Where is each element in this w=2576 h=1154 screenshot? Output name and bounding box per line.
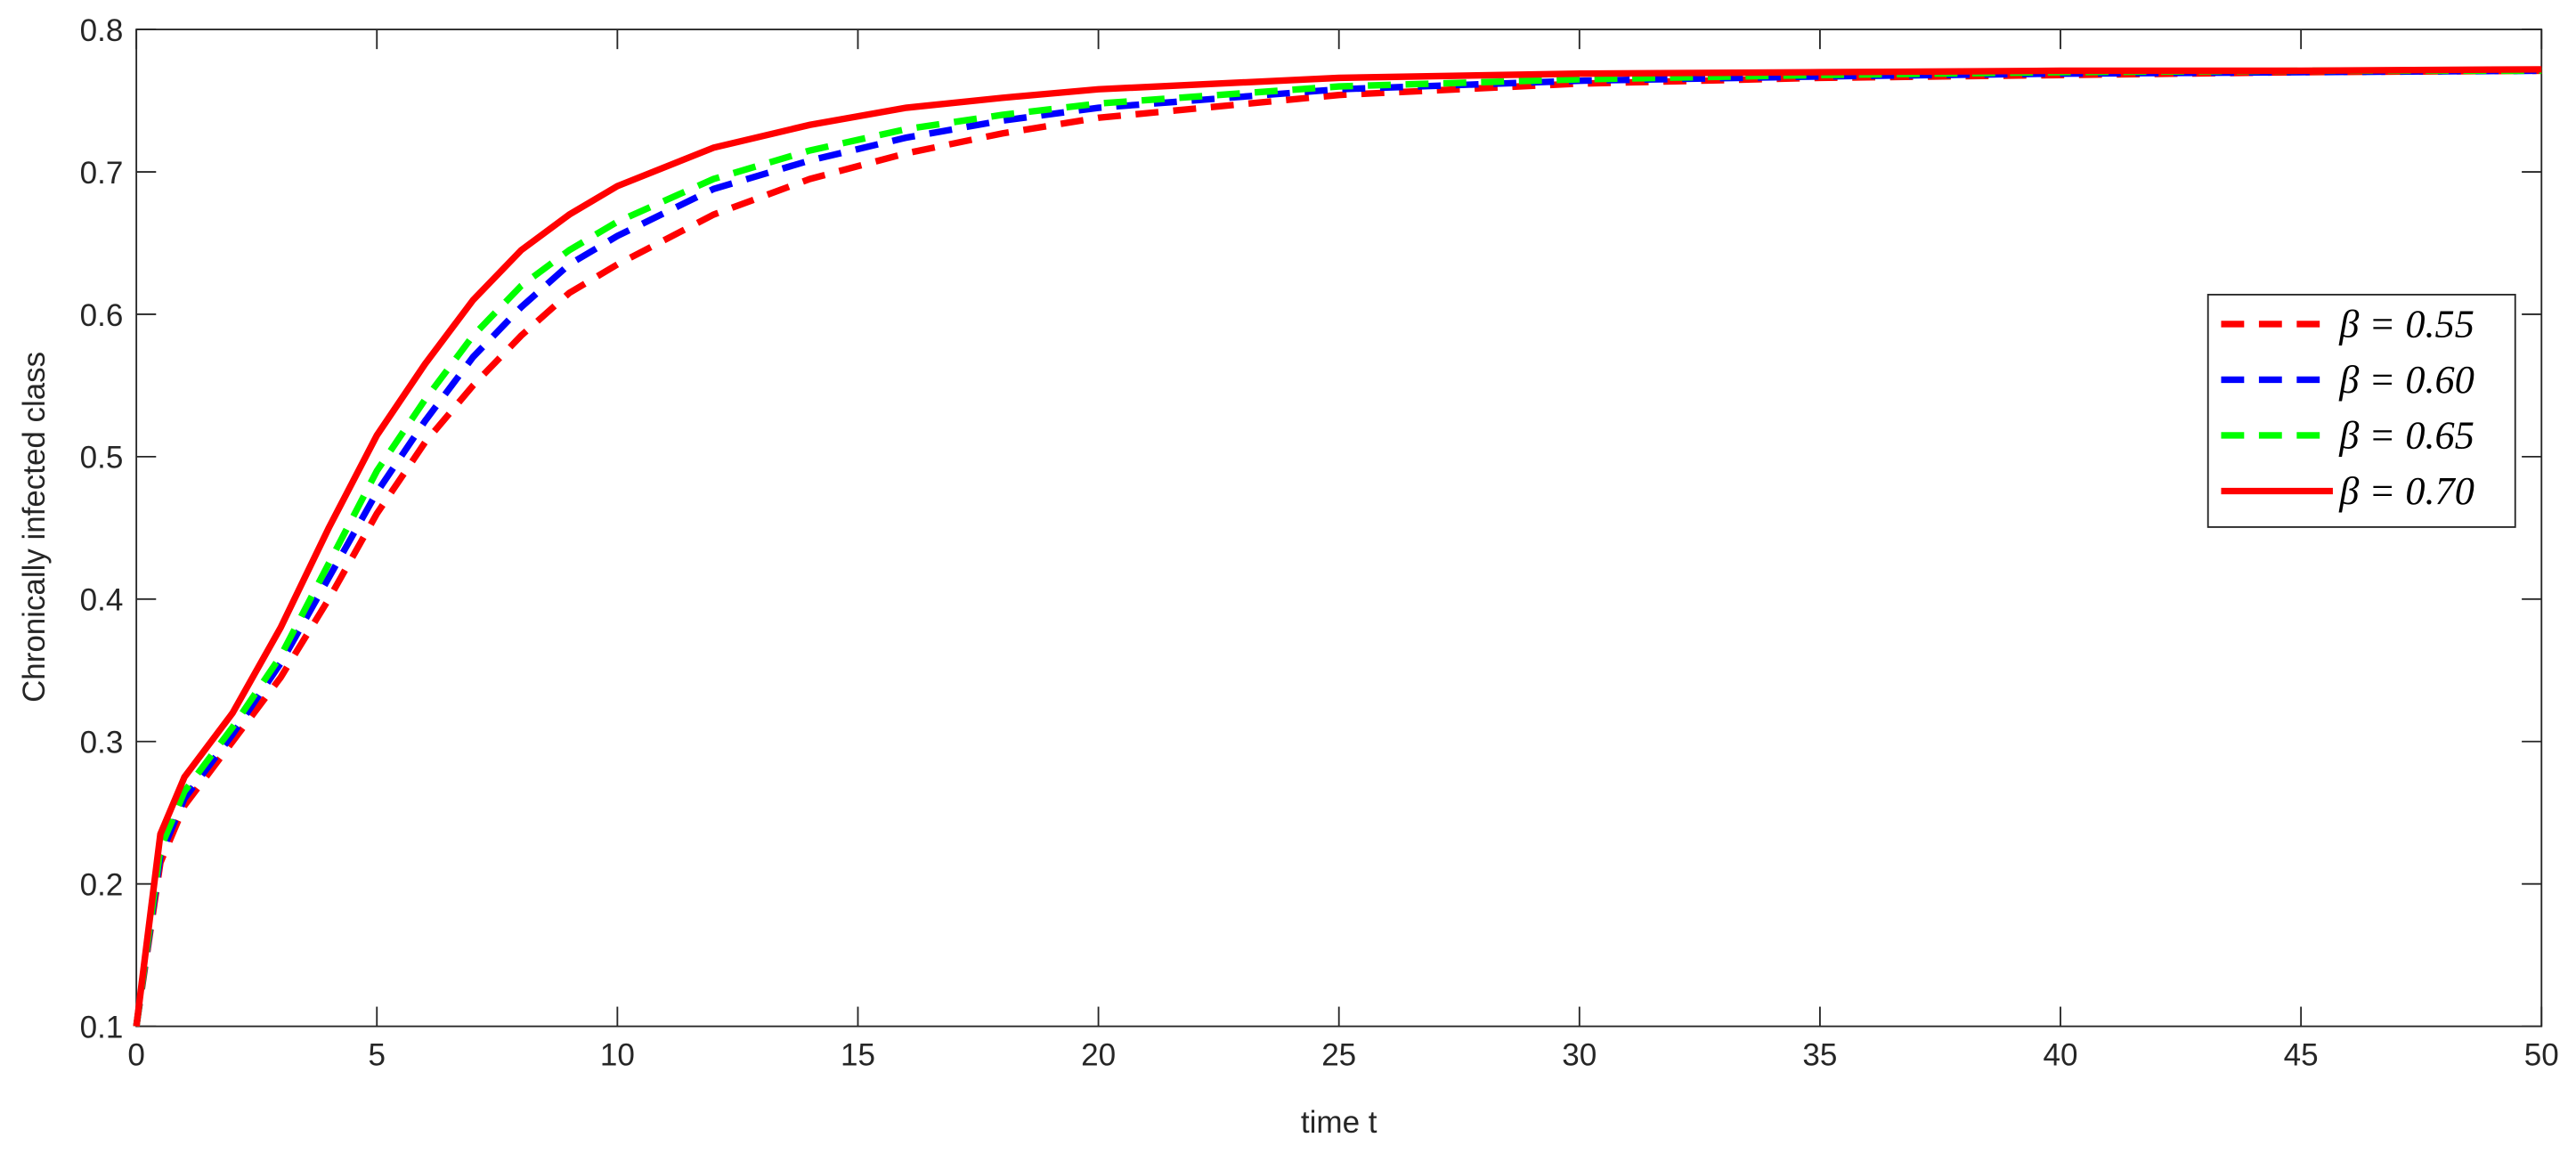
x-tick-label: 40 xyxy=(2044,1038,2078,1073)
x-tick-label: 15 xyxy=(841,1038,875,1073)
series-line xyxy=(133,67,2542,1028)
x-tick-label: 35 xyxy=(1802,1038,1837,1073)
x-tick-label: 50 xyxy=(2524,1038,2559,1073)
legend-label: β = 0.55 xyxy=(2338,303,2474,346)
y-tick-label: 0.7 xyxy=(80,156,124,191)
x-tick-label: 5 xyxy=(368,1038,386,1073)
y-tick-label: 0.3 xyxy=(80,726,124,760)
y-tick-label: 0.4 xyxy=(80,583,124,618)
y-tick-label: 0.2 xyxy=(80,868,124,903)
y-tick-label: 0.1 xyxy=(80,1011,124,1045)
legend-label: β = 0.70 xyxy=(2338,469,2474,513)
y-tick-label: 0.5 xyxy=(80,441,124,475)
series-line xyxy=(133,67,2542,1028)
x-axis-label: time t xyxy=(1301,1105,1377,1140)
y-tick-label: 0.8 xyxy=(80,13,124,48)
y-tick-label: 0.6 xyxy=(80,298,124,333)
x-tick-label: 30 xyxy=(1562,1038,1597,1073)
legend-label: β = 0.60 xyxy=(2338,358,2474,402)
series-line xyxy=(133,66,2542,1028)
plot-area xyxy=(135,28,2543,1028)
x-tick-label: 25 xyxy=(1321,1038,1356,1073)
y-axis-label: Chronically infected class xyxy=(17,352,52,703)
series-line xyxy=(133,67,2542,1028)
x-tick-label: 10 xyxy=(600,1038,635,1073)
x-tick-label: 45 xyxy=(2284,1038,2319,1073)
legend-label: β = 0.65 xyxy=(2338,414,2474,458)
x-tick-label: 0 xyxy=(127,1038,145,1073)
x-tick-label: 20 xyxy=(1081,1038,1116,1073)
